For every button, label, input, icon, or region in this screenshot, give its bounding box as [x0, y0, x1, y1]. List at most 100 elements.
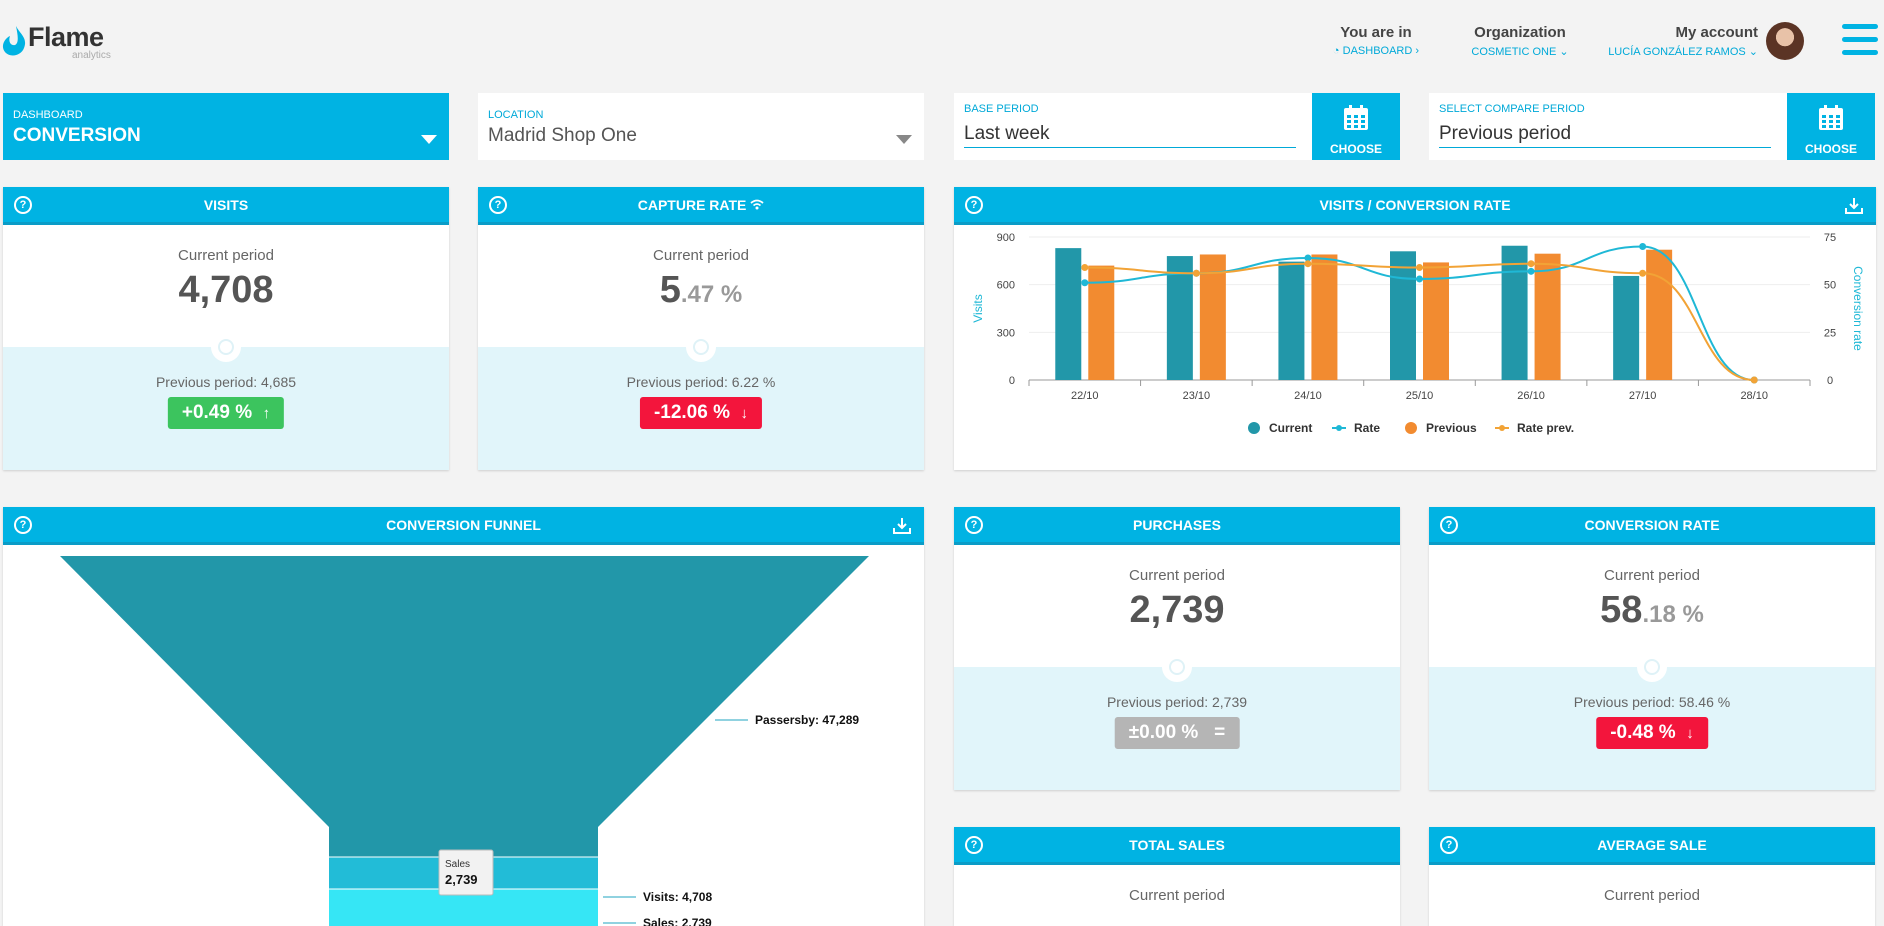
base-period-choose-button[interactable]: CHOOSE — [1312, 93, 1400, 160]
current-period-label: Current period — [1604, 567, 1700, 584]
help-icon[interactable]: ? — [14, 196, 32, 214]
clock-icon — [211, 332, 241, 362]
chevron-down-icon: ⌄ — [1559, 46, 1569, 58]
dashboard-icon: ◔ — [1332, 45, 1340, 57]
chart-card-header: ? VISITS / CONVERSION RATE — [954, 187, 1876, 225]
arrow-down-icon: ↓ — [1686, 725, 1694, 742]
previous-period-zone: Previous period: 2,739 ±0.00 % = — [954, 652, 1400, 790]
purchases-card-header: ? PURCHASES — [954, 507, 1400, 545]
help-icon[interactable]: ? — [489, 196, 507, 214]
delta-badge: -12.06 % ↓ — [639, 397, 763, 429]
help-icon[interactable]: ? — [1440, 516, 1458, 534]
flame-icon — [2, 26, 26, 56]
average-sale-card: ? AVERAGE SALE Current period — [1429, 827, 1875, 926]
help-icon[interactable]: ? — [965, 836, 983, 854]
menu-bar — [1842, 50, 1878, 55]
download-icon[interactable] — [1844, 196, 1864, 216]
line-point — [1192, 269, 1200, 277]
hamburger-menu-button[interactable] — [1842, 24, 1878, 56]
y2-tick-label: 50 — [1824, 280, 1836, 292]
previous-period-label: Previous period: 58.46 % — [1573, 694, 1731, 710]
legend-item-label: Rate prev. — [1517, 421, 1574, 435]
funnel-label-sales: Sales: 2,739 — [643, 916, 712, 926]
average-sale-card-header: ? AVERAGE SALE — [1429, 827, 1875, 865]
organization-title: Organization — [1474, 24, 1566, 41]
chevron-right-icon: › — [1415, 45, 1420, 57]
purchases-value: 2,739 — [1129, 589, 1225, 631]
account-title: My account — [1675, 24, 1758, 41]
visits-value: 4,708 — [178, 269, 274, 311]
funnel-stage-passersby — [60, 556, 869, 827]
y2-tick-label: 25 — [1824, 327, 1836, 339]
bar-current — [1278, 261, 1305, 380]
legend-item-label: Current — [1269, 421, 1312, 435]
compare-period-choose-button[interactable]: CHOOSE — [1787, 93, 1875, 160]
value-decimal: .18 % — [1642, 601, 1704, 628]
location-select[interactable]: LOCATION Madrid Shop One — [478, 93, 924, 160]
you-are-in-title: You are in — [1340, 24, 1412, 41]
capture-rate-title: CAPTURE RATE — [637, 197, 747, 213]
breadcrumb-dashboard-link[interactable]: ◔ DASHBOARD › — [1316, 45, 1436, 57]
base-period-input[interactable]: Last week — [964, 123, 1296, 148]
y-tick-label: 600 — [997, 280, 1015, 292]
delta-value: -12.06 % — [653, 402, 730, 423]
current-period-label: Current period — [1129, 887, 1225, 904]
y-tick-label: 300 — [997, 327, 1015, 339]
legend-marker — [1336, 425, 1342, 431]
conversion-funnel-card: ? CONVERSION FUNNEL Passersby: 47,289 Vis… — [3, 507, 924, 926]
current-period-label: Current period — [178, 247, 274, 264]
dashboard-select[interactable]: DASHBOARD CONVERSION — [3, 93, 449, 160]
help-icon[interactable]: ? — [965, 196, 983, 214]
menu-bar — [1842, 24, 1878, 29]
y2-axis-title: Conversion rate — [1851, 266, 1865, 351]
download-icon[interactable] — [892, 516, 912, 536]
value-decimal: .47 % — [680, 281, 743, 308]
help-icon[interactable]: ? — [14, 516, 32, 534]
breadcrumb-label: DASHBOARD — [1342, 45, 1413, 57]
total-sales-card-header: ? TOTAL SALES — [954, 827, 1400, 865]
base-period-label: BASE PERIOD — [964, 103, 1039, 115]
line-point — [1081, 279, 1089, 287]
chevron-down-icon: ⌄ — [1748, 46, 1758, 58]
previous-period-zone: Previous period: 4,685 +0.49 % ↑ — [3, 332, 449, 470]
help-icon[interactable]: ? — [1440, 836, 1458, 854]
line-point — [1527, 260, 1535, 268]
x-tick-label: 27/10 — [1629, 390, 1657, 402]
help-icon[interactable]: ? — [965, 516, 983, 534]
conversion-rate-title: CONVERSION RATE — [1584, 517, 1720, 533]
delta-badge: ±0.00 % = — [1114, 717, 1240, 749]
calendar-icon — [1819, 105, 1843, 130]
bar-current — [1166, 256, 1193, 380]
funnel-tooltip: Sales 2,739 — [438, 849, 494, 896]
flame-logo[interactable]: Flame analytics — [2, 22, 122, 62]
tooltip-box — [438, 849, 494, 896]
logo-subtitle: analytics — [72, 50, 111, 61]
line-point — [1416, 275, 1423, 283]
value-integer: 58 — [1600, 589, 1643, 631]
previous-period-label: Previous period: 4,685 — [155, 374, 297, 390]
compare-period-input[interactable]: Previous period — [1439, 123, 1771, 148]
y2-tick-label: 75 — [1824, 232, 1836, 244]
delta-value: +0.49 % — [181, 402, 253, 423]
line-point — [1639, 269, 1647, 277]
line-point — [1416, 264, 1423, 272]
delta-value: ±0.00 % — [1128, 722, 1199, 743]
x-tick-label: 26/10 — [1517, 390, 1545, 402]
bar-previous — [1534, 253, 1561, 380]
compare-period-picker: SELECT COMPARE PERIOD Previous period CH… — [1429, 93, 1875, 160]
account-menu[interactable]: My account LUCÍA GONZÁLEZ RAMOS ⌄ — [1604, 24, 1758, 58]
delta-value: -0.48 % — [1610, 722, 1676, 743]
breadcrumb: You are in ◔ DASHBOARD › — [1316, 24, 1436, 57]
bar-current — [1501, 245, 1528, 380]
organization-selector[interactable]: Organization COSMETIC ONE ⌄ — [1460, 24, 1580, 58]
funnel-label-passersby: Passersby: 47,289 — [755, 713, 859, 727]
bar-previous — [1088, 265, 1115, 380]
previous-period-label: Previous period: 6.22 % — [626, 374, 776, 390]
choose-label: CHOOSE — [1329, 142, 1382, 156]
avatar[interactable] — [1766, 22, 1804, 60]
bar-previous — [1646, 249, 1673, 380]
dashboard-select-value: CONVERSION — [13, 125, 141, 146]
location-select-value: Madrid Shop One — [488, 125, 637, 146]
line-point — [1527, 267, 1535, 275]
wifi-icon — [750, 199, 764, 210]
